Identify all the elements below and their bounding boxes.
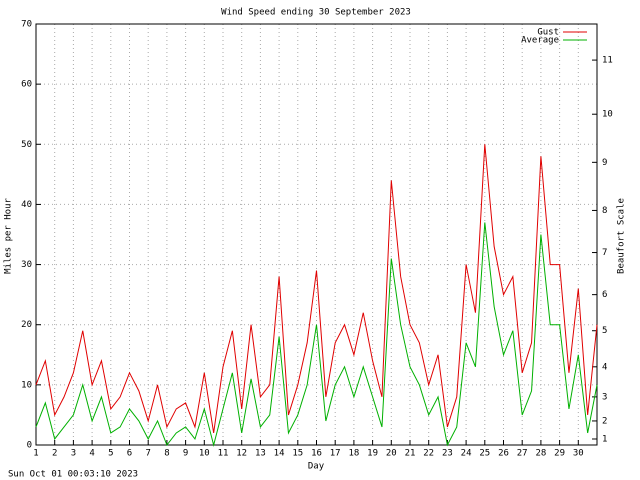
x-tick-label: 13 (255, 449, 266, 459)
x-tick-label: 2 (52, 449, 57, 459)
x-tick-label: 19 (367, 449, 378, 459)
x-tick-label: 4 (89, 449, 94, 459)
series-line (35, 222, 598, 447)
x-tick-label: 3 (71, 449, 76, 459)
y2-tick-label: 6 (602, 290, 607, 300)
x-tick-label: 17 (330, 449, 341, 459)
y-tick-label: 20 (21, 320, 32, 330)
x-tick-label: 16 (311, 449, 322, 459)
x-axis-label: Day (308, 462, 325, 472)
x-tick-label: 20 (386, 449, 397, 459)
x-tick-label: 21 (405, 449, 416, 459)
y2-tick-label: 5 (602, 326, 607, 336)
x-tick-label: 11 (218, 449, 229, 459)
x-tick-label: 8 (164, 449, 169, 459)
y2-tick-label: 10 (602, 110, 613, 120)
y2-tick-label: 3 (602, 392, 607, 402)
x-tick-label: 26 (498, 449, 509, 459)
x-tick-label: 27 (517, 449, 528, 459)
y-tick-label: 40 (21, 200, 32, 210)
x-tick-label: 24 (461, 449, 472, 459)
legend-label: Gust (537, 28, 559, 38)
x-tick-label: 7 (145, 449, 150, 459)
plot-frame (35, 23, 598, 446)
x-tick-label: 29 (554, 449, 565, 459)
y-tick-label: 60 (21, 80, 32, 90)
x-tick-label: 30 (573, 449, 584, 459)
y2-tick-label: 1 (602, 434, 607, 444)
series-line (35, 144, 598, 434)
y2-tick-label: 2 (602, 416, 607, 426)
y2-tick-label: 8 (602, 206, 607, 216)
x-tick-label: 5 (108, 449, 113, 459)
y-tick-label: 30 (21, 260, 32, 270)
y2-axis-label: Beaufort Scale (617, 198, 627, 274)
x-tick-label: 18 (348, 449, 359, 459)
x-tick-label: 14 (274, 449, 285, 459)
y2-tick-label: 4 (602, 362, 607, 372)
x-tick-label: 15 (292, 449, 303, 459)
y2-tick-label: 7 (602, 248, 607, 258)
x-tick-label: 9 (183, 449, 188, 459)
x-tick-label: 10 (199, 449, 210, 459)
y-tick-label: 10 (21, 380, 32, 390)
x-tick-label: 23 (442, 449, 453, 459)
y-tick-label: 0 (27, 441, 32, 451)
chart-title: Wind Speed ending 30 September 2023 (221, 8, 411, 18)
y2-tick-label: 11 (602, 56, 613, 66)
x-tick-label: 6 (127, 449, 132, 459)
x-tick-label: 1 (33, 449, 38, 459)
y-axis-label: Miles per Hour (4, 197, 14, 273)
x-tick-label: 25 (479, 449, 490, 459)
y-tick-label: 70 (21, 20, 32, 30)
x-tick-label: 12 (236, 449, 247, 459)
y2-tick-label: 9 (602, 158, 607, 168)
y-tick-label: 50 (21, 140, 32, 150)
x-tick-label: 28 (535, 449, 546, 459)
timestamp: Sun Oct 01 00:03:10 2023 (8, 470, 138, 480)
x-tick-label: 22 (423, 449, 434, 459)
legend-label: Average (521, 36, 559, 46)
